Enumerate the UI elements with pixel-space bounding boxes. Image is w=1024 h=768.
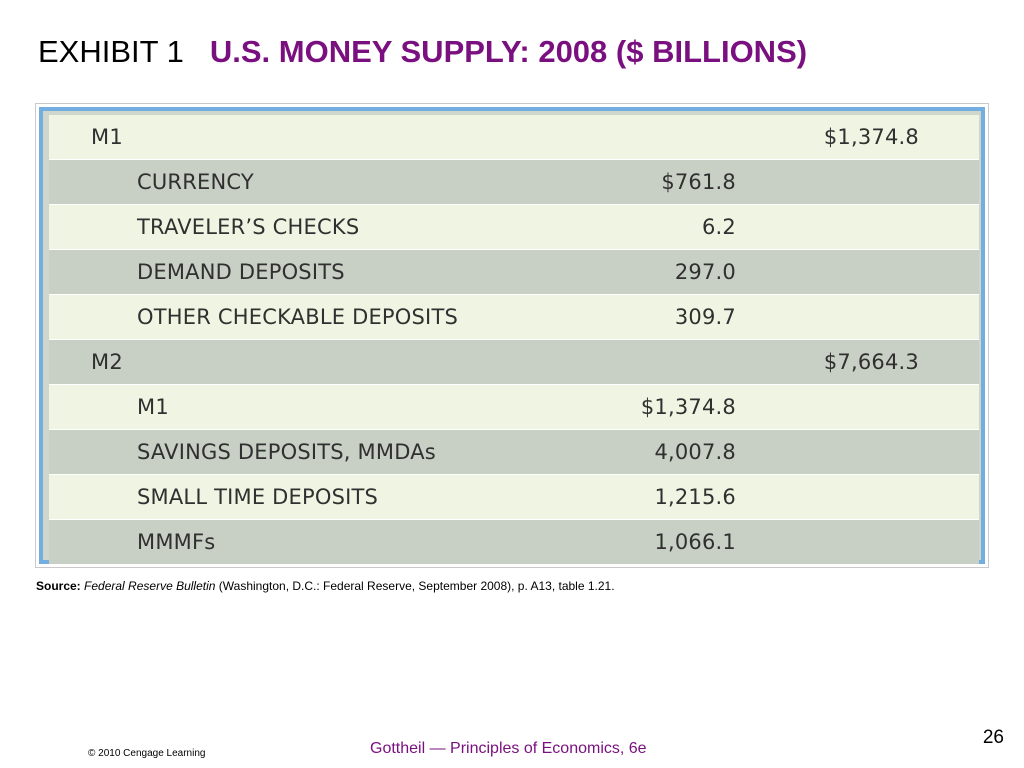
row-label: DEMAND DEPOSITS <box>137 260 345 284</box>
page-number: 26 <box>982 727 1004 748</box>
source-note: Source: Federal Reserve Bulletin (Washin… <box>36 579 615 593</box>
exhibit-label: EXHIBIT 1 <box>38 34 184 69</box>
row-label: TRAVELER’S CHECKS <box>137 215 360 239</box>
exhibit-heading: U.S. MONEY SUPPLY: 2008 ($ BILLIONS) <box>209 34 808 69</box>
table-row-m1-component: M1 $1,374.8 <box>49 385 979 430</box>
row-label: CURRENCY <box>137 170 254 194</box>
row-label: M1 <box>91 125 123 149</box>
money-supply-table: M1 $1,374.8 CURRENCY $761.8 TRAVELER’S C… <box>49 115 979 565</box>
row-total: $7,664.3 <box>823 350 919 374</box>
book-footer: Gottheil — Principles of Economics, 6e <box>370 740 647 757</box>
row-total: $1,374.8 <box>823 125 919 149</box>
table-border: M1 $1,374.8 CURRENCY $761.8 TRAVELER’S C… <box>39 107 985 565</box>
table-row-other-checkable-deposits: OTHER CHECKABLE DEPOSITS 309.7 <box>49 295 979 340</box>
table-row-savings-deposits: SAVINGS DEPOSITS, MMDAs 4,007.8 <box>49 430 979 475</box>
row-label: SMALL TIME DEPOSITS <box>137 485 379 509</box>
table-frame: M1 $1,374.8 CURRENCY $761.8 TRAVELER’S C… <box>35 103 989 568</box>
row-label: SAVINGS DEPOSITS, MMDAs <box>137 440 436 464</box>
row-label: M2 <box>91 350 123 374</box>
row-amount: $761.8 <box>661 170 736 194</box>
row-amount: 6.2 <box>702 215 736 239</box>
row-label: MMMFs <box>137 530 216 554</box>
table-row-travelers-checks: TRAVELER’S CHECKS 6.2 <box>49 205 979 250</box>
table-row-m2-total: M2 $7,664.3 <box>49 340 979 385</box>
row-label: OTHER CHECKABLE DEPOSITS <box>137 305 458 329</box>
row-amount: 297.0 <box>674 260 736 284</box>
table-row-currency: CURRENCY $761.8 <box>49 160 979 205</box>
row-amount: $1,374.8 <box>640 395 736 419</box>
row-amount: 4,007.8 <box>654 440 736 464</box>
source-label: Source: <box>36 579 81 593</box>
table-row-demand-deposits: DEMAND DEPOSITS 297.0 <box>49 250 979 295</box>
source-publication: Federal Reserve Bulletin <box>84 579 216 593</box>
table-row-small-time-deposits: SMALL TIME DEPOSITS 1,215.6 <box>49 475 979 520</box>
slide-title: EXHIBIT 1 U.S. MONEY SUPPLY: 2008 ($ BILL… <box>38 30 807 74</box>
copyright-notice: © 2010 Cengage Learning <box>88 748 206 759</box>
source-details: (Washington, D.C.: Federal Reserve, Sept… <box>218 579 615 593</box>
row-amount: 309.7 <box>674 305 736 329</box>
row-amount: 1,066.1 <box>654 530 736 554</box>
row-label: M1 <box>137 395 169 419</box>
row-amount: 1,215.6 <box>654 485 736 509</box>
table-row-mmmfs: MMMFs 1,066.1 <box>49 520 979 565</box>
table-row-m1-total: M1 $1,374.8 <box>49 115 979 160</box>
